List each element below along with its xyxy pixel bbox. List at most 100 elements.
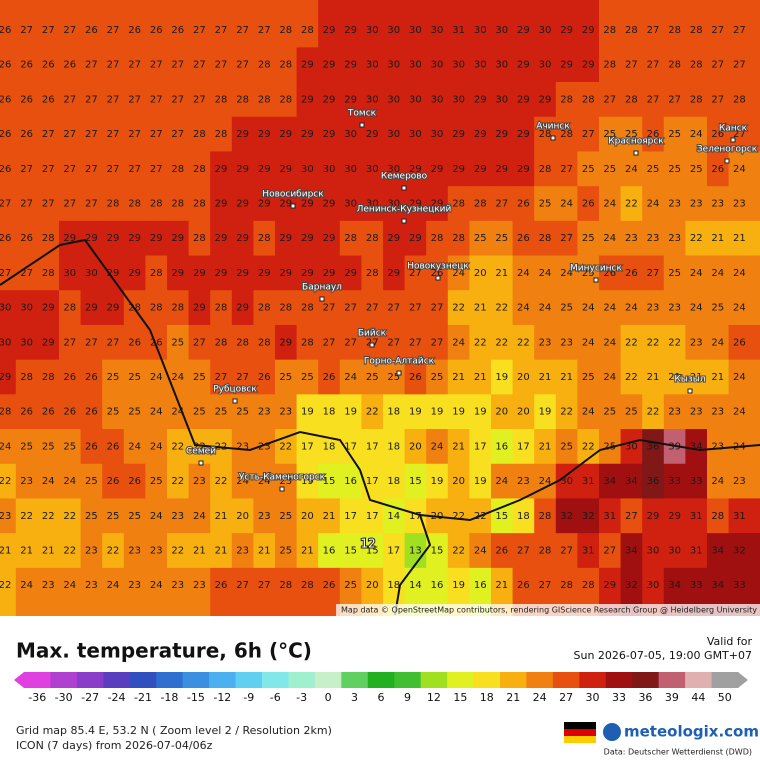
temp-value: 25 (42, 441, 55, 452)
temp-cell (361, 82, 384, 118)
temp-cell (534, 533, 557, 569)
temp-value: 26 (150, 337, 163, 348)
colorbar-tick-label: -24 (108, 691, 126, 704)
temp-value: 22 (193, 441, 206, 452)
temp-value: 26 (323, 372, 336, 383)
temp-value: 28 (582, 580, 595, 591)
temp-cell (145, 220, 168, 257)
temp-value: 24 (733, 372, 746, 383)
temp-cell (296, 186, 319, 222)
temp-value: 27 (85, 129, 98, 140)
temp-value: 28 (474, 199, 487, 210)
temp-value: 24 (171, 372, 184, 383)
temp-value: 30 (409, 129, 422, 140)
temp-cell (231, 463, 254, 499)
temp-value: 28 (42, 268, 55, 279)
temp-cell (318, 567, 341, 617)
temp-cell (231, 0, 254, 48)
temp-cell (491, 498, 514, 534)
temp-value: 25 (150, 476, 163, 487)
temp-value: 25 (63, 441, 76, 452)
temp-value: 22 (0, 580, 11, 591)
temp-cell (361, 0, 384, 48)
temp-cell (37, 394, 60, 430)
colorbar-tick-label: 50 (718, 691, 732, 704)
colorbar-arrow (14, 672, 24, 688)
temp-value: 24 (63, 476, 76, 487)
temp-cell (339, 498, 362, 534)
temp-value: 25 (603, 164, 616, 175)
temp-cell (296, 47, 319, 83)
temp-value: 23 (236, 441, 249, 452)
temp-cell (404, 186, 427, 222)
temp-cell (447, 82, 470, 118)
temp-cell (361, 394, 384, 430)
temp-value: 28 (560, 580, 573, 591)
temp-value: 22 (279, 441, 292, 452)
temp-value: 27 (150, 94, 163, 105)
temp-value: 23 (85, 546, 98, 557)
colorbar-segment (500, 672, 527, 688)
temp-cell (296, 220, 319, 257)
temp-value: 24 (20, 580, 33, 591)
temp-cell (167, 220, 190, 257)
temp-value: 28 (0, 407, 11, 418)
temp-cell (599, 220, 622, 257)
temp-value: 18 (387, 476, 400, 487)
temp-value: 27 (128, 60, 141, 71)
temp-value: 29 (215, 233, 228, 244)
temp-cell (210, 116, 233, 152)
temp-cell (318, 116, 341, 152)
temp-value: 23 (150, 546, 163, 557)
temp-value: 27 (215, 372, 228, 383)
temp-value: 28 (128, 199, 141, 210)
city-label: Бийск (358, 329, 387, 339)
temp-cell (318, 47, 341, 83)
temp-cell (728, 0, 760, 48)
temp-value: 30 (474, 60, 487, 71)
temp-value: 27 (711, 60, 724, 71)
temp-value: 22 (625, 337, 638, 348)
temp-value: 23 (539, 337, 552, 348)
city-label: Ленинск-Кузнецкий (357, 205, 452, 215)
temp-value: 26 (495, 546, 508, 557)
temp-cell (188, 290, 211, 326)
temp-value: 21 (258, 546, 271, 557)
temp-cell (534, 290, 557, 326)
temp-cell (663, 220, 686, 257)
temp-cell (318, 463, 341, 499)
temp-value: 17 (301, 441, 314, 452)
colorbar-segment (288, 672, 316, 688)
temp-value: 25 (387, 372, 400, 383)
temp-value: 28 (236, 94, 249, 105)
city-marker (359, 122, 365, 128)
temp-cell (231, 498, 254, 534)
temp-value: 25 (279, 546, 292, 557)
temp-cell (620, 220, 643, 257)
temp-cell (275, 151, 298, 187)
temp-value: 27 (85, 199, 98, 210)
temp-value: 29 (452, 164, 465, 175)
temp-value: 27 (409, 268, 422, 279)
temp-value: 32 (625, 580, 638, 591)
temp-value: 23 (128, 580, 141, 591)
temp-value: 26 (517, 233, 530, 244)
temp-value: 26 (409, 372, 422, 383)
temp-cell (663, 47, 686, 83)
temp-value: 27 (647, 60, 660, 71)
temp-value: 25 (603, 129, 616, 140)
temp-value: 30 (366, 199, 379, 210)
temp-value: 21 (733, 233, 746, 244)
temp-value: 19 (452, 407, 465, 418)
temp-value: 30 (366, 60, 379, 71)
temp-value: 24 (647, 199, 660, 210)
brand[interactable]: meteologix.com (624, 723, 759, 741)
temp-value: 27 (63, 129, 76, 140)
temp-value: 27 (128, 129, 141, 140)
temp-cell (663, 290, 686, 326)
temp-value: 13 (409, 546, 422, 557)
temp-cell (123, 255, 146, 291)
temp-cell (404, 220, 427, 257)
city-marker (633, 150, 639, 156)
temp-value: 27 (560, 546, 573, 557)
